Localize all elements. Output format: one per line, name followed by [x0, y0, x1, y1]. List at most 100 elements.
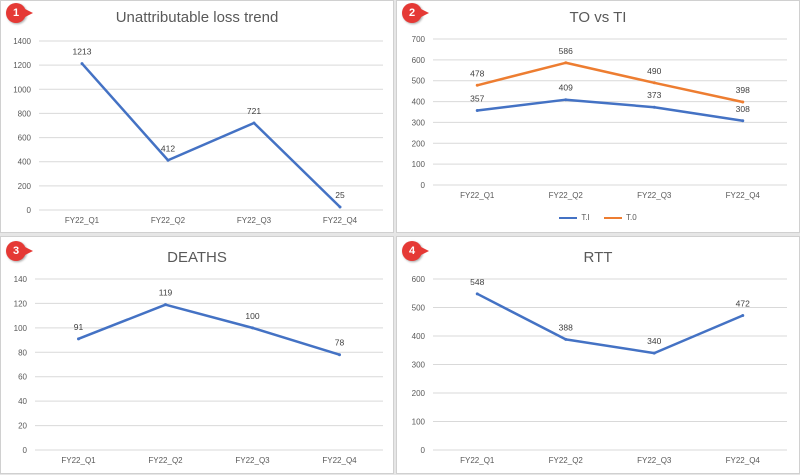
data-point	[475, 109, 479, 113]
legend-item-ti: T.I	[559, 213, 590, 222]
y-tick-label: 100	[412, 160, 426, 169]
y-tick-label: 200	[412, 389, 426, 398]
x-tick-label: FY22_Q4	[726, 456, 761, 465]
badge-4: 4	[402, 241, 429, 261]
series-line	[476, 61, 744, 104]
data-label: 548	[470, 277, 484, 287]
chart-panel-to-vs-ti: 2 TO vs TI 0 100 200 300 400 500 600 700 FY22_Q1…	[396, 0, 800, 233]
series-line	[78, 303, 340, 356]
chart-title: TO vs TI	[569, 9, 627, 26]
data-point	[166, 158, 170, 162]
y-tick-label: 500	[412, 304, 426, 313]
line-chart: 0 100 200 300 400 500 600 FY22_Q1 FY22_Q2 FY22_Q3…	[412, 275, 787, 465]
data-point	[164, 303, 167, 307]
y-tick-label: 200	[412, 139, 426, 148]
y-tick-label: 20	[18, 422, 27, 431]
data-label: 388	[559, 322, 573, 332]
data-label: 478	[470, 68, 484, 78]
x-tick-label: FY22_Q4	[726, 191, 761, 200]
data-point	[564, 61, 568, 65]
y-tick-label: 400	[18, 158, 32, 167]
y-tick-label: 60	[18, 373, 27, 382]
y-tick-label: 200	[18, 182, 32, 191]
y-tick-label: 0	[23, 446, 28, 455]
x-tick-label: FY22_Q3	[637, 191, 672, 200]
data-label: 357	[470, 94, 484, 104]
y-tick-label: 40	[18, 397, 27, 406]
data-label: 721	[247, 106, 261, 116]
badge-1: 1	[6, 3, 33, 23]
chart-title: Unattributable loss trend	[115, 9, 279, 26]
data-label: 398	[736, 85, 750, 95]
data-point	[77, 337, 80, 341]
y-tick-label: 100	[14, 324, 28, 333]
x-tick-label: FY22_Q3	[637, 456, 672, 465]
line-chart: 0 20 40 60 80 100 120 140 FY22_Q1 FY22_Q2 FY22_Q3 F…	[14, 275, 383, 465]
data-label: 78	[335, 338, 345, 348]
x-tick-label: FY22_Q3	[237, 216, 272, 225]
y-tick-label: 800	[18, 109, 32, 118]
y-tick-label: 300	[412, 118, 426, 127]
y-tick-label: 300	[412, 361, 426, 370]
y-tick-label: 1400	[13, 37, 31, 46]
x-tick-label: FY22_Q2	[549, 191, 584, 200]
data-point	[741, 100, 745, 104]
y-tick-label: 400	[412, 98, 426, 107]
data-point	[564, 337, 568, 341]
y-tick-label: 1200	[13, 61, 31, 70]
x-tick-label: FY22_Q4	[323, 216, 358, 225]
data-point	[475, 292, 479, 296]
data-point	[252, 121, 256, 125]
chart-panel-rtt: 4 RTT 0 100 200 300 400 500 600 FY22_Q1 FY22_Q2 F…	[396, 236, 800, 474]
y-tick-label: 100	[412, 418, 426, 427]
x-tick-label: FY22_Q1	[460, 456, 495, 465]
data-label: 586	[559, 46, 573, 56]
y-tick-label: 0	[27, 206, 32, 215]
x-tick-label: FY22_Q2	[151, 216, 186, 225]
y-tick-label: 120	[14, 299, 28, 308]
data-label: 1213	[73, 47, 92, 57]
x-tick-label: FY22_Q3	[235, 456, 270, 465]
x-tick-label: FY22_Q1	[61, 456, 96, 465]
data-point	[80, 62, 84, 66]
data-label: 340	[647, 336, 661, 346]
data-label: 25	[335, 190, 345, 200]
data-label: 412	[161, 143, 175, 153]
data-point	[564, 98, 568, 102]
chart-panel-deaths: 3 DEATHS 0 20 40 60 80 100 120 140 FY22_Q1 FY22_Q…	[0, 236, 394, 474]
y-tick-label: 80	[18, 348, 27, 357]
x-tick-label: FY22_Q4	[322, 456, 357, 465]
data-label: 119	[159, 288, 173, 298]
data-point	[652, 105, 656, 109]
x-tick-label: FY22_Q2	[148, 456, 183, 465]
y-tick-label: 600	[412, 56, 426, 65]
y-tick-label: 400	[412, 332, 426, 341]
series-line	[476, 292, 744, 355]
data-point	[741, 119, 745, 123]
data-point	[741, 313, 745, 317]
line-chart: 0 200 400 600 800 1000 1200 1400 FY22_Q1 FY22_Q2 F…	[13, 37, 383, 225]
data-point	[652, 81, 656, 85]
y-tick-label: 0	[421, 446, 426, 455]
series-line	[81, 62, 341, 208]
data-label: 91	[74, 322, 84, 332]
data-point	[338, 205, 342, 209]
chart-title: DEATHS	[167, 249, 227, 266]
data-label: 490	[647, 66, 661, 76]
y-tick-label: 600	[412, 275, 426, 284]
y-tick-label: 1000	[13, 85, 31, 94]
chart-title: RTT	[583, 249, 613, 266]
data-point	[475, 83, 479, 87]
data-label: 409	[559, 83, 573, 93]
chart-panel-unattributable-loss: 1 Unattributable loss trend 0 200 400 600 80…	[0, 0, 394, 233]
data-label: 472	[736, 298, 750, 308]
legend-item-to: T.0	[604, 213, 637, 222]
y-tick-label: 600	[18, 134, 32, 143]
x-tick-label: FY22_Q2	[549, 456, 584, 465]
legend-swatch	[559, 216, 578, 219]
data-label: 308	[736, 104, 750, 114]
legend-label: T.0	[626, 213, 637, 222]
y-tick-label: 500	[412, 77, 426, 86]
y-tick-label: 0	[421, 181, 426, 190]
x-tick-label: FY22_Q1	[65, 216, 100, 225]
